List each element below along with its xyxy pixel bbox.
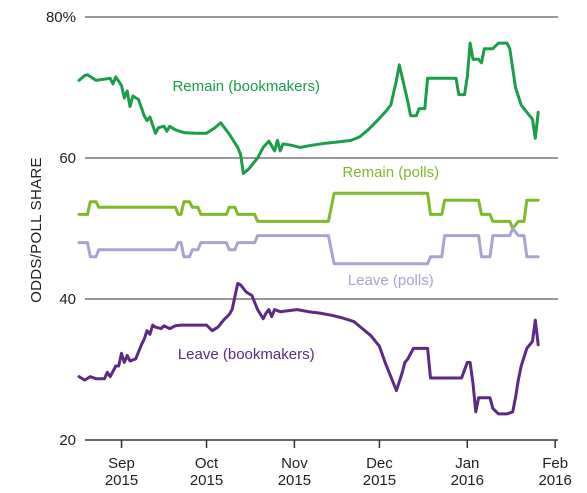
y-tick-label: 60 bbox=[59, 150, 76, 167]
x-tick-label-month: Nov bbox=[281, 455, 308, 472]
gridlines bbox=[85, 16, 558, 441]
x-tick-label-month: Sep bbox=[108, 455, 135, 472]
y-tick-labels: 20 40 60 80% bbox=[46, 9, 76, 449]
x-tick-label-year: 2015 bbox=[363, 472, 396, 489]
x-tick-label-year: 2016 bbox=[538, 472, 571, 489]
x-tick-label-year: 2016 bbox=[451, 472, 484, 489]
x-tick-label-month: Oct bbox=[195, 455, 219, 472]
x-axis: Sep2015Oct2015Nov2015Dec2015Jan2016Feb20… bbox=[105, 440, 572, 489]
y-tick-label: 40 bbox=[59, 291, 76, 308]
series-line-leave-polls bbox=[77, 227, 540, 266]
x-tick-label-year: 2015 bbox=[105, 472, 138, 489]
series-label-leave-bookmakers: Leave (bookmakers) bbox=[178, 346, 315, 363]
x-tick-label-month: Jan bbox=[455, 455, 479, 472]
x-tick-label-month: Dec bbox=[366, 455, 393, 472]
x-tick-label-year: 2015 bbox=[278, 472, 311, 489]
series-line-remain-bookmakers bbox=[77, 41, 540, 175]
series-labels: Remain (bookmakers) Remain (polls) Leave (… bbox=[172, 78, 439, 363]
series-label-leave-polls: Leave (polls) bbox=[348, 272, 434, 289]
x-tick-label-month: Feb bbox=[542, 455, 568, 472]
series-line-leave-bookmakers bbox=[77, 282, 540, 416]
series-label-remain-bookmakers: Remain (bookmakers) bbox=[172, 78, 320, 95]
x-tick-label-year: 2015 bbox=[190, 472, 223, 489]
y-axis-label: ODDS/POLL SHARE bbox=[28, 157, 45, 303]
series-line-remain-polls bbox=[77, 191, 540, 230]
y-tick-label: 20 bbox=[59, 432, 76, 449]
y-tick-label: 80% bbox=[46, 9, 76, 26]
series-label-remain-polls: Remain (polls) bbox=[342, 164, 439, 181]
series-lines bbox=[77, 41, 540, 416]
